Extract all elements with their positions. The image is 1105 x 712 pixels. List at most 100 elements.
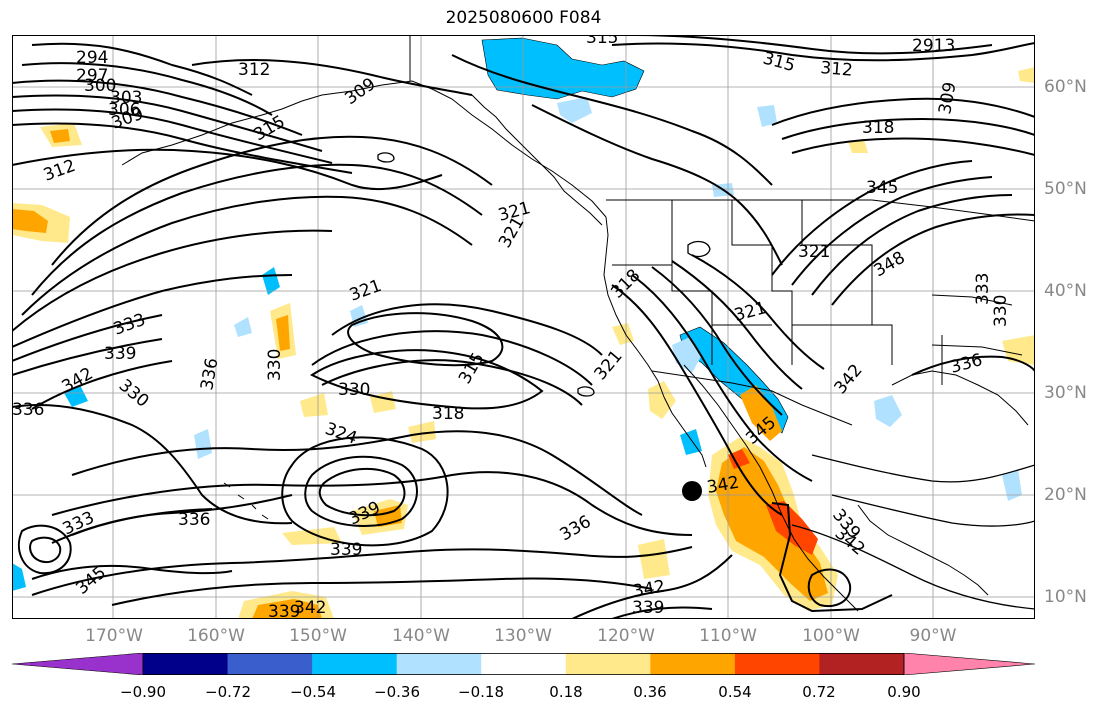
contour-label: 2913 [912, 36, 955, 56]
contour-east-trough-3 [651, 266, 783, 416]
border-us-canada [606, 199, 1035, 222]
contour-canada-1 [771, 97, 1035, 126]
contour-label: 321 [798, 242, 830, 262]
contour-wave-long-3 [31, 546, 693, 596]
lat-label: 20°N [1044, 485, 1087, 505]
colorbar-tick-label: 0.54 [718, 683, 752, 701]
contour-315-arc [51, 135, 493, 266]
contour-345-low [31, 564, 233, 580]
lat-label: 30°N [1044, 383, 1087, 403]
pos-shade-pacific-5 [408, 421, 436, 443]
contour-low-center-2 [17, 524, 72, 575]
contour-label: 339 [330, 540, 362, 560]
contour-label: 318 [432, 404, 464, 424]
colorbar-segment [396, 653, 482, 675]
contour-label: 330 [338, 380, 370, 400]
contour-wave-long-1 [71, 430, 643, 516]
neg-shade-hawaii [194, 429, 212, 459]
contour-label: 315 [586, 35, 618, 48]
neg-shade-mex-1 [680, 429, 702, 455]
contour-east-trough-2 [631, 274, 813, 482]
colorbar-tick-label: 0.36 [633, 683, 667, 701]
lon-label: 120°W [597, 626, 655, 646]
contour-label: 303 [110, 88, 142, 108]
pos-shade-ne-edge [1018, 67, 1035, 83]
lon-label: 150°W [289, 626, 347, 646]
contour-east-trough-1 [611, 284, 783, 516]
contour-label: 318 [607, 265, 644, 302]
contour-southeast-3 [791, 524, 1035, 610]
contour-label: 339 [268, 602, 300, 619]
contour-label: 339 [632, 598, 664, 618]
coastline-baja [663, 396, 707, 468]
colorbar-segment [481, 653, 567, 675]
contour-label: 300 [84, 76, 116, 96]
contour-small-loop-3 [687, 240, 711, 258]
coastline-alaska-aleutians [121, 80, 607, 218]
contour-southeast-1 [811, 454, 1035, 483]
contour-312-north-2 [631, 35, 993, 55]
contour-336-loop [281, 436, 449, 547]
border-us-mexico [651, 370, 853, 426]
contour-336-wave [12, 404, 293, 525]
pos-shade-west-edge-mid [12, 209, 48, 233]
contour-339-bottom [611, 606, 713, 619]
contour-321-arc [21, 195, 473, 316]
contour-label-layer: 294 297 300 303 306 309 312 312 309 315 … [12, 35, 1011, 619]
contour-label: 342 [294, 598, 326, 618]
lon-label: 140°W [392, 626, 450, 646]
contour-336-gulf [911, 355, 1035, 376]
border-state-3 [801, 200, 893, 365]
neg-shade-pacific-2 [234, 317, 252, 337]
contour-label: 336 [12, 400, 44, 420]
contour-east-ridge-3 [811, 194, 1013, 296]
contour-312-top [191, 59, 473, 96]
storm-center-dot [682, 481, 702, 501]
contour-closed-mex [807, 568, 852, 607]
border-state-2 [731, 200, 793, 365]
contour-ridge-1 [331, 303, 603, 356]
lat-label: 50°N [1044, 179, 1087, 199]
contour-300 [12, 79, 303, 136]
contour-330-arc [12, 274, 293, 348]
pos-shade-mex-strong-2 [728, 449, 750, 469]
contour-315-north [611, 42, 1035, 62]
contour-label: 318 [862, 118, 894, 138]
contour-southeast-2 [831, 494, 1035, 527]
colorbar-tick-label: −0.54 [290, 683, 336, 701]
lat-label: 40°N [1044, 281, 1087, 301]
chart-title: 2025080600 F084 [445, 8, 602, 28]
pos-shade-pacific-3 [300, 393, 328, 417]
contour-309 [12, 122, 353, 174]
colorbar-segment [650, 653, 736, 675]
lon-label: 110°W [699, 626, 757, 646]
contour-318-arc [31, 163, 483, 296]
contour-339-loop-2 [318, 467, 406, 517]
contour-east-trough-5 [691, 254, 825, 370]
colorbar-extend-high [903, 653, 1035, 675]
contour-label: 333 [111, 310, 148, 340]
contour-bc-wiggle-2 [531, 104, 783, 266]
contour-339-arc [12, 338, 163, 376]
contour-low-center-1 [29, 536, 62, 563]
lon-label: 100°W [802, 626, 860, 646]
colorbar-segment [227, 653, 313, 675]
neg-shade-edge-left [12, 563, 26, 591]
contour-label: 348 [871, 248, 909, 282]
contour-wave-long-4 [111, 577, 653, 606]
coastline-gulf-mexico [857, 504, 989, 596]
colorbar-segment [819, 653, 905, 675]
contour-label: 312 [41, 156, 78, 186]
contour-canada-3 [791, 137, 1035, 156]
colorbar-boxes [12, 653, 1035, 675]
contour-small-loop-1 [377, 152, 395, 163]
contour-label: 324 [322, 419, 359, 449]
contour-label: 321 [732, 298, 769, 326]
contour-canada-2 [781, 117, 1035, 140]
colorbar-tick-label: 0.18 [549, 683, 583, 701]
colorbar-tick-label: −0.36 [374, 683, 420, 701]
contour-label: 297 [76, 66, 108, 86]
colorbar-extend-low [12, 653, 144, 675]
contour-306 [12, 108, 333, 164]
contour-label: 294 [76, 48, 108, 68]
